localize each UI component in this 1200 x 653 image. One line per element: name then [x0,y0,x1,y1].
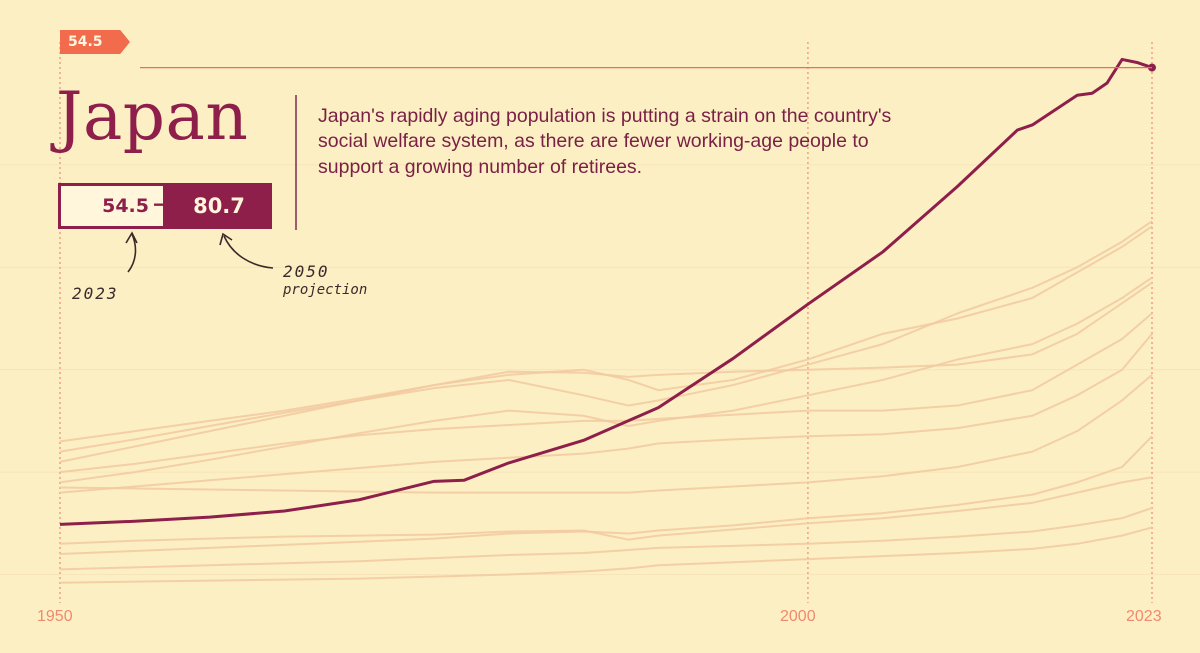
projected-value: 80.7 [193,194,245,218]
series-line-japan [59,57,1153,526]
comparison-line-3 [59,276,1153,484]
comparison-line-5 [59,333,1153,494]
reference-value-pill: 54.5 [60,30,130,54]
comparison-line-6 [59,374,1153,494]
description-text: Japan's rapidly aging population is putt… [318,105,892,178]
value-comparison-box: 54.5 → 80.7 [58,183,272,229]
arrow-icon: → [153,192,170,216]
comparison-line-7 [59,435,1153,556]
x-tick-2023: 2023 [1126,608,1162,625]
page-title: Japan [56,78,249,155]
chart-gridlines [0,42,1200,603]
arrow-2023-head [125,231,138,244]
x-tick-1950: 1950 [37,608,73,625]
comparison-line-4 [59,312,1153,474]
title-divider [295,95,297,230]
arrow-2023-curve [127,233,137,273]
current-value: 54.5 [61,186,163,226]
arrow-2050-curve [223,235,274,269]
comparison-line-1 [59,220,1153,453]
arrow-2050-head [219,232,233,246]
annotation-2023: 2023 [72,284,119,303]
comparison-line-10 [59,526,1153,584]
comparison-line-2 [59,281,1153,443]
x-tick-2000: 2000 [780,608,816,625]
comparison-lines [59,220,1153,584]
annotation-projection: projection [283,282,368,298]
annotation-2050: 2050 [283,262,330,281]
comparison-line-8 [59,476,1153,545]
comparison-line-0 [59,225,1153,463]
comparison-line-9 [59,507,1153,571]
